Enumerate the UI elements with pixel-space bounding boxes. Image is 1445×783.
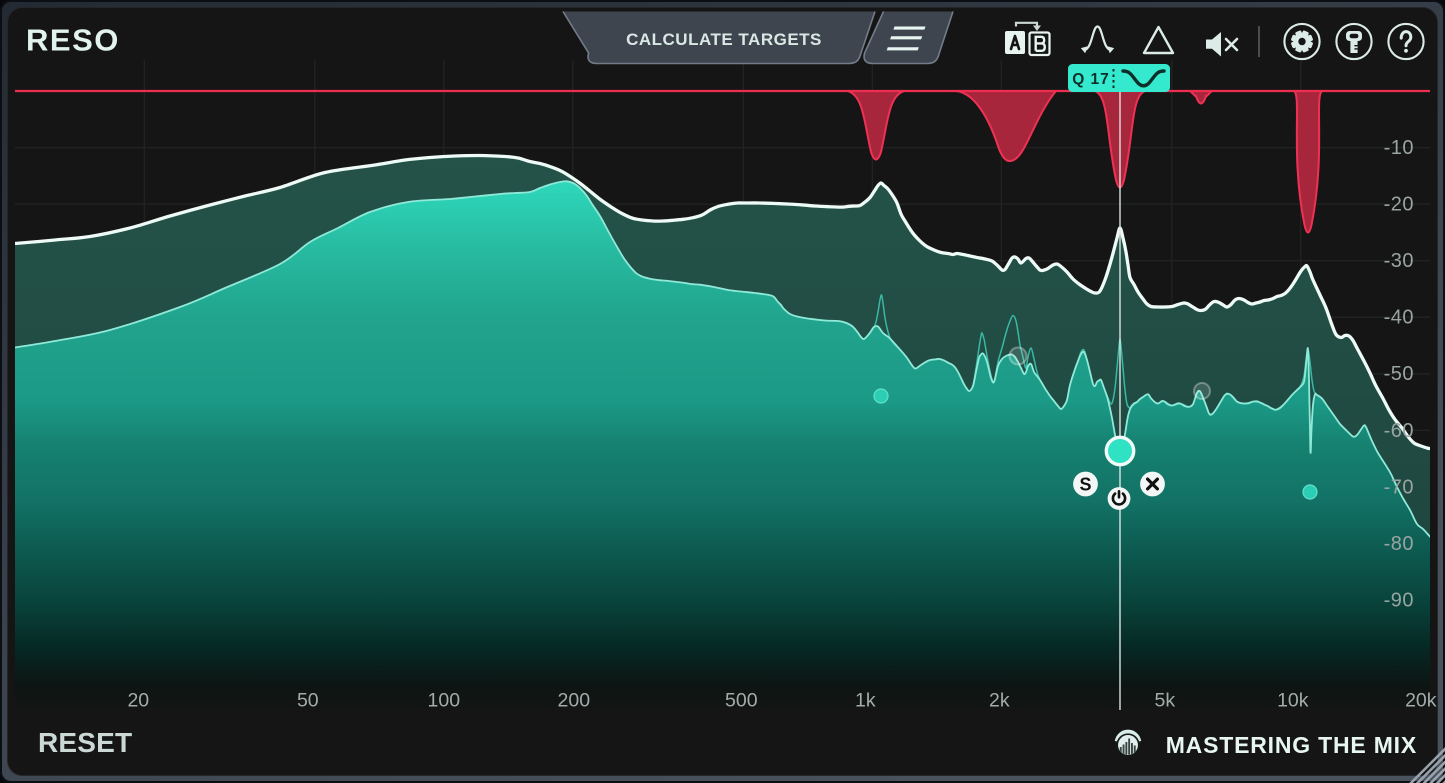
svg-text:100: 100	[428, 690, 461, 712]
svg-text:500: 500	[725, 690, 758, 712]
svg-text:-40: -40	[1384, 307, 1414, 329]
svg-text:-70: -70	[1384, 476, 1414, 498]
svg-text:10k: 10k	[1277, 690, 1309, 712]
svg-text:RESET: RESET	[38, 727, 132, 758]
svg-text:Q 17: Q 17	[1072, 71, 1110, 88]
svg-text:MASTERING THE MIX: MASTERING THE MIX	[1166, 732, 1417, 758]
svg-text:-50: -50	[1384, 363, 1414, 385]
svg-text:2k: 2k	[989, 690, 1010, 712]
svg-text:-90: -90	[1384, 590, 1414, 612]
svg-text:1k: 1k	[855, 690, 876, 712]
svg-text:-20: -20	[1384, 194, 1414, 216]
svg-text:200: 200	[558, 690, 591, 712]
svg-text:RESO: RESO	[26, 23, 120, 58]
svg-text:-10: -10	[1384, 137, 1414, 159]
svg-text:50: 50	[297, 690, 319, 712]
svg-text:CALCULATE TARGETS: CALCULATE TARGETS	[626, 30, 822, 49]
svg-text:S: S	[1079, 475, 1091, 495]
svg-text:-30: -30	[1384, 250, 1414, 272]
svg-text:-80: -80	[1384, 533, 1414, 555]
svg-text:5k: 5k	[1154, 690, 1175, 712]
svg-text:-60: -60	[1384, 420, 1414, 442]
svg-text:20k: 20k	[1405, 690, 1437, 712]
svg-text:20: 20	[127, 690, 149, 712]
